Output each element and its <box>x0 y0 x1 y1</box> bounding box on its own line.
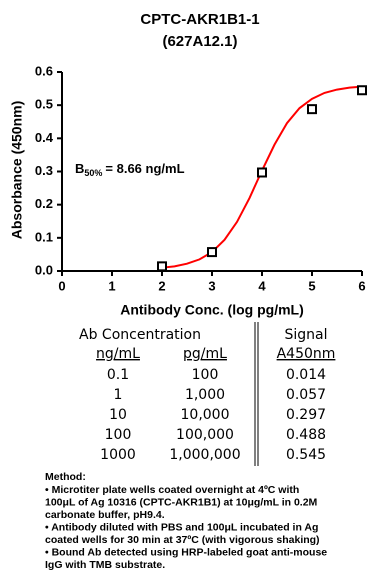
chart-title: (627A12.1) <box>162 33 237 50</box>
y-tick-label: 0.2 <box>35 196 53 211</box>
y-tick-label: 0.1 <box>35 229 53 244</box>
table-cell: 100 <box>105 427 132 443</box>
method-line: carbonate buffer, pH9.4. <box>45 509 165 521</box>
x-tick-label: 0 <box>58 278 65 293</box>
table-subheader: A450nm <box>277 346 336 362</box>
annotation: B50% = 8.66 ng/mL <box>75 161 185 178</box>
table-cell: 0.1 <box>107 367 129 383</box>
table-cell: 1,000 <box>185 387 225 403</box>
y-tick-label: 0.5 <box>35 97 53 112</box>
data-point <box>357 85 367 96</box>
table-cell: 1000 <box>100 447 136 463</box>
chart-title: CPTC-AKR1B1-1 <box>140 11 259 28</box>
table-cell: 100 <box>192 367 219 383</box>
method-line: coated wells for 30 min at 37ºC (with vi… <box>45 534 320 546</box>
annotation-subscript: 50% <box>84 168 102 178</box>
y-tick-label: 0.6 <box>35 63 53 78</box>
y-tick-label: 0.4 <box>35 130 54 145</box>
table-cell: 10,000 <box>181 407 230 423</box>
table-cell: 1 <box>114 387 123 403</box>
annotation-text: = 8.66 ng/mL <box>105 161 184 176</box>
y-tick-label: 0.3 <box>35 163 53 178</box>
data-point <box>207 247 217 258</box>
table-cell: 100,000 <box>176 427 234 443</box>
method-line: • Microtiter plate wells coated overnigh… <box>45 484 299 496</box>
x-tick-label: 2 <box>158 278 165 293</box>
table-cell: 0.014 <box>286 367 326 383</box>
x-axis-label: Antibody Conc. (log pg/mL) <box>120 302 304 318</box>
method-title: Method: <box>45 471 86 483</box>
table-cell: 0.545 <box>286 447 326 463</box>
table-header: Signal <box>284 327 327 343</box>
x-tick-label: 3 <box>208 278 215 293</box>
x-tick-label: 4 <box>258 278 266 293</box>
table-cell: 0.297 <box>286 407 326 423</box>
x-tick-label: 5 <box>308 278 315 293</box>
method-line: • Antibody diluted with PBS and 100μL in… <box>45 521 318 533</box>
table-subheader: ng/mL <box>96 346 140 362</box>
y-tick-label: 0.0 <box>35 262 53 277</box>
table-header: Ab Concentration <box>79 327 201 343</box>
table-cell: 0.488 <box>286 427 326 443</box>
data-point <box>257 167 267 178</box>
y-axis-label: Absorbance (450nm) <box>9 101 25 239</box>
table-cell: 0.057 <box>286 387 326 403</box>
data-point <box>307 104 317 115</box>
method-line: 100μL of Ag 10316 (CPTC-AKR1B1) at 10μg/… <box>45 496 318 508</box>
method-line: IgG with TMB substrate. <box>45 559 165 571</box>
table-subheader: pg/mL <box>183 346 227 362</box>
x-tick-label: 1 <box>108 278 115 293</box>
table-cell: 10 <box>109 407 127 423</box>
annotation-text: B <box>75 161 84 176</box>
table-cell: 1,000,000 <box>169 447 240 463</box>
data-point <box>157 261 167 272</box>
method-line: • Bound Ab detected using HRP-labeled go… <box>45 546 327 558</box>
x-tick-label: 6 <box>358 278 365 293</box>
